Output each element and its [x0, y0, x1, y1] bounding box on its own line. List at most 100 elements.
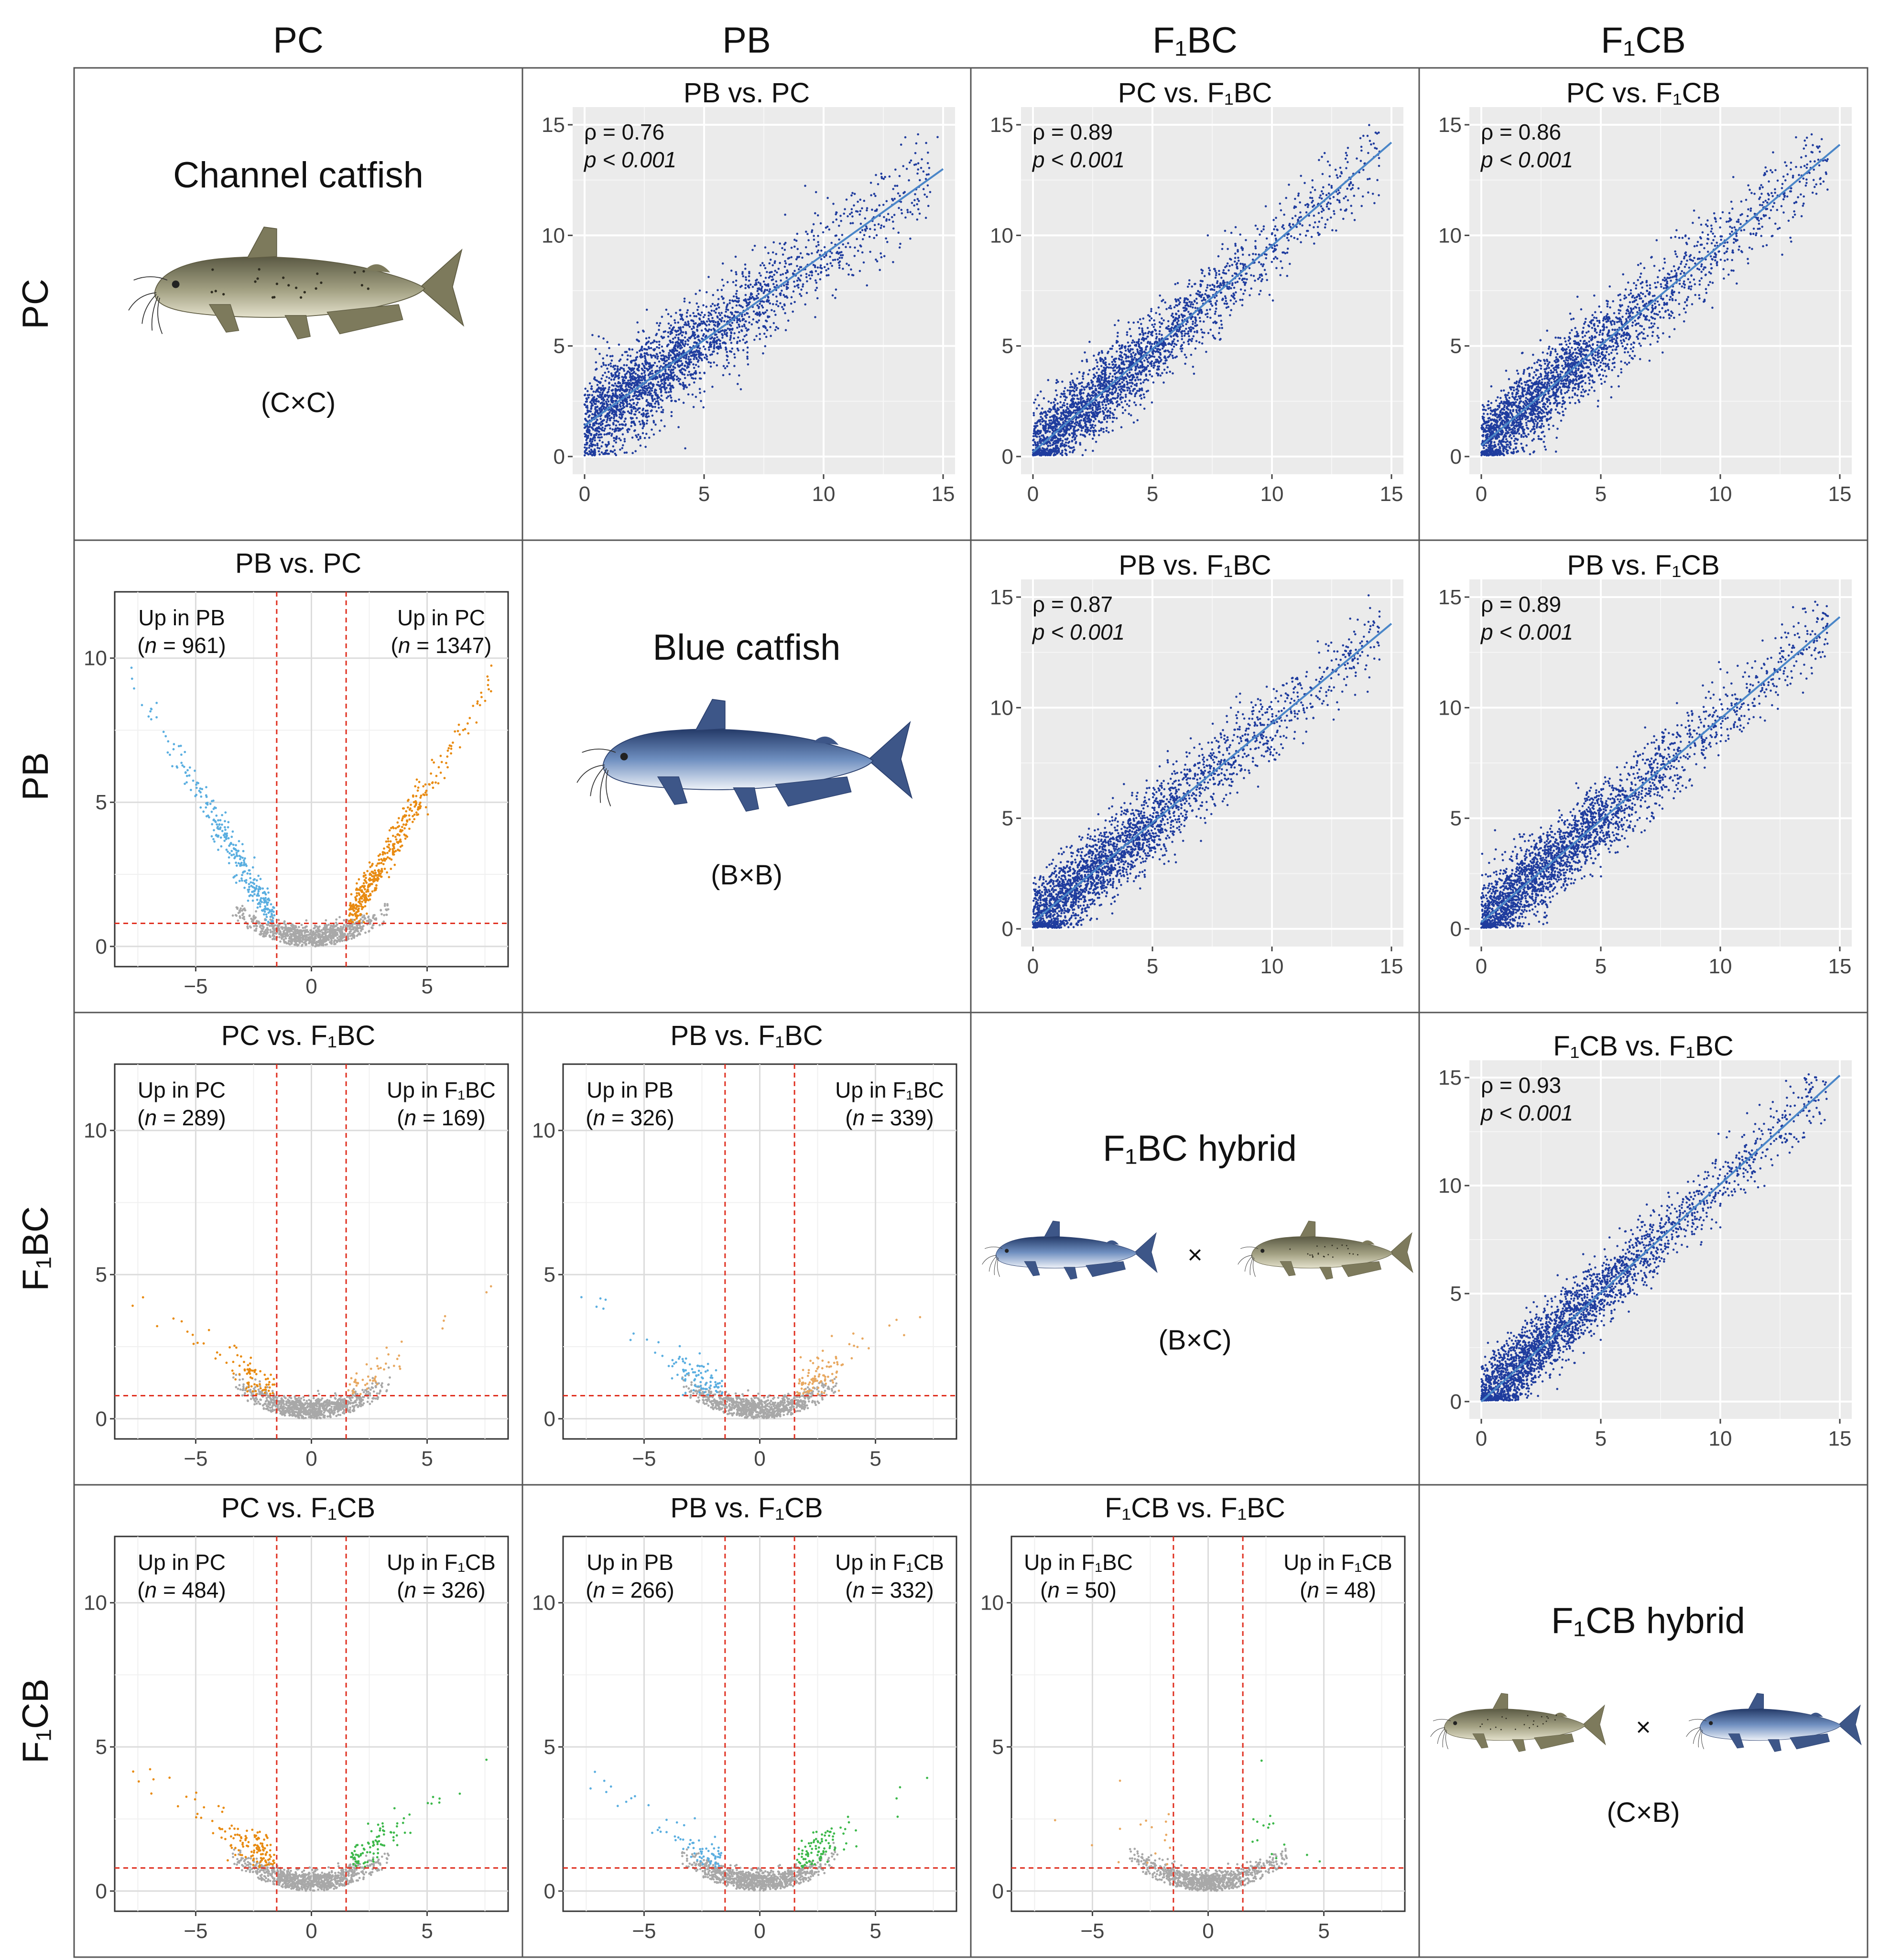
data-point	[825, 254, 827, 257]
data-point	[746, 312, 748, 315]
pelvic-fin	[1512, 1740, 1526, 1752]
data-point	[808, 274, 811, 277]
data-point	[712, 294, 715, 296]
data-point	[820, 222, 822, 225]
data-point	[841, 234, 844, 236]
body-spot	[1527, 1715, 1529, 1716]
body-spot	[1546, 1720, 1547, 1722]
data-point	[916, 218, 919, 221]
data-point	[671, 415, 673, 417]
data-point	[707, 276, 710, 278]
data-point	[615, 420, 618, 422]
data-point	[682, 382, 684, 384]
data-point	[603, 364, 605, 366]
data-point	[784, 214, 786, 216]
data-point	[912, 213, 914, 216]
data-point	[710, 329, 713, 331]
data-point	[606, 419, 608, 421]
data-point	[622, 433, 624, 436]
data-point	[892, 188, 894, 190]
data-point	[726, 359, 728, 361]
barbel	[152, 296, 158, 330]
data-point	[591, 413, 594, 415]
data-point	[641, 363, 644, 365]
species-panel: Channel catfish(C×C)	[129, 155, 463, 418]
data-point	[917, 168, 919, 171]
data-point	[735, 293, 738, 295]
body-spot	[1495, 1727, 1497, 1728]
body-spot	[1312, 1254, 1313, 1256]
data-point	[624, 425, 627, 427]
y-tick-label: 0	[554, 445, 565, 468]
data-point	[731, 348, 734, 350]
data-point	[799, 293, 801, 295]
body-spot	[287, 284, 290, 286]
y-tick-label: 5	[554, 335, 565, 358]
y-tick-label: 10	[542, 224, 565, 247]
data-point	[713, 346, 716, 348]
data-point	[897, 231, 900, 234]
data-point	[923, 170, 925, 173]
data-point	[707, 315, 710, 317]
data-point	[714, 334, 717, 336]
data-point	[594, 403, 596, 405]
body-spot	[1532, 1724, 1534, 1725]
data-point	[829, 262, 832, 264]
data-point	[596, 427, 598, 429]
data-point	[871, 208, 873, 211]
barbel	[1443, 1729, 1446, 1747]
x-tick-label: 5	[698, 482, 710, 506]
data-point	[594, 448, 596, 451]
blue-catfish-illustration	[577, 699, 912, 811]
body-spot	[1490, 1729, 1491, 1730]
data-point	[719, 343, 721, 345]
data-point	[693, 406, 695, 408]
data-point	[704, 357, 706, 359]
body-spot	[1541, 1716, 1542, 1718]
data-point	[746, 356, 749, 358]
channel-catfish-illustration	[1431, 1693, 1606, 1752]
data-point	[693, 341, 695, 344]
row-header: F₁CB	[15, 1678, 56, 1764]
data-point	[654, 362, 656, 364]
barbel	[1693, 1729, 1701, 1744]
data-point	[687, 358, 690, 360]
body-spot	[1500, 1729, 1502, 1731]
body-spot	[215, 290, 217, 292]
body-spot	[256, 277, 259, 280]
data-point	[724, 333, 726, 335]
data-point	[736, 305, 738, 307]
data-point	[919, 213, 921, 215]
data-point	[781, 290, 783, 292]
data-point	[784, 249, 786, 251]
data-point	[657, 381, 660, 383]
body-spot	[1487, 1719, 1488, 1720]
data-point	[596, 419, 598, 421]
data-point	[793, 239, 796, 241]
correlation-scatter-panel: PB vs. PC0 5 10 15051015 ρ = 0.76p < 0.001	[542, 77, 955, 506]
data-point	[675, 312, 677, 314]
body-spot	[1529, 1727, 1530, 1729]
data-point	[645, 385, 648, 387]
data-point	[619, 396, 621, 399]
data-point	[658, 329, 660, 331]
data-point	[847, 242, 849, 244]
data-point	[643, 385, 646, 388]
data-point	[692, 326, 695, 328]
data-point	[873, 193, 876, 195]
data-point	[640, 395, 642, 398]
data-point	[896, 185, 899, 187]
data-point	[618, 381, 620, 383]
data-point	[670, 341, 672, 344]
data-point	[764, 345, 767, 348]
data-point	[906, 209, 909, 211]
body-spot	[300, 296, 302, 299]
data-point	[667, 313, 670, 316]
dorsal-fin	[1300, 1221, 1315, 1237]
row-header: PC	[15, 279, 56, 329]
body-spot	[282, 276, 284, 279]
body-spot	[304, 291, 306, 294]
data-point	[917, 208, 920, 210]
dorsal-fin	[1492, 1693, 1508, 1710]
data-point	[782, 308, 785, 311]
